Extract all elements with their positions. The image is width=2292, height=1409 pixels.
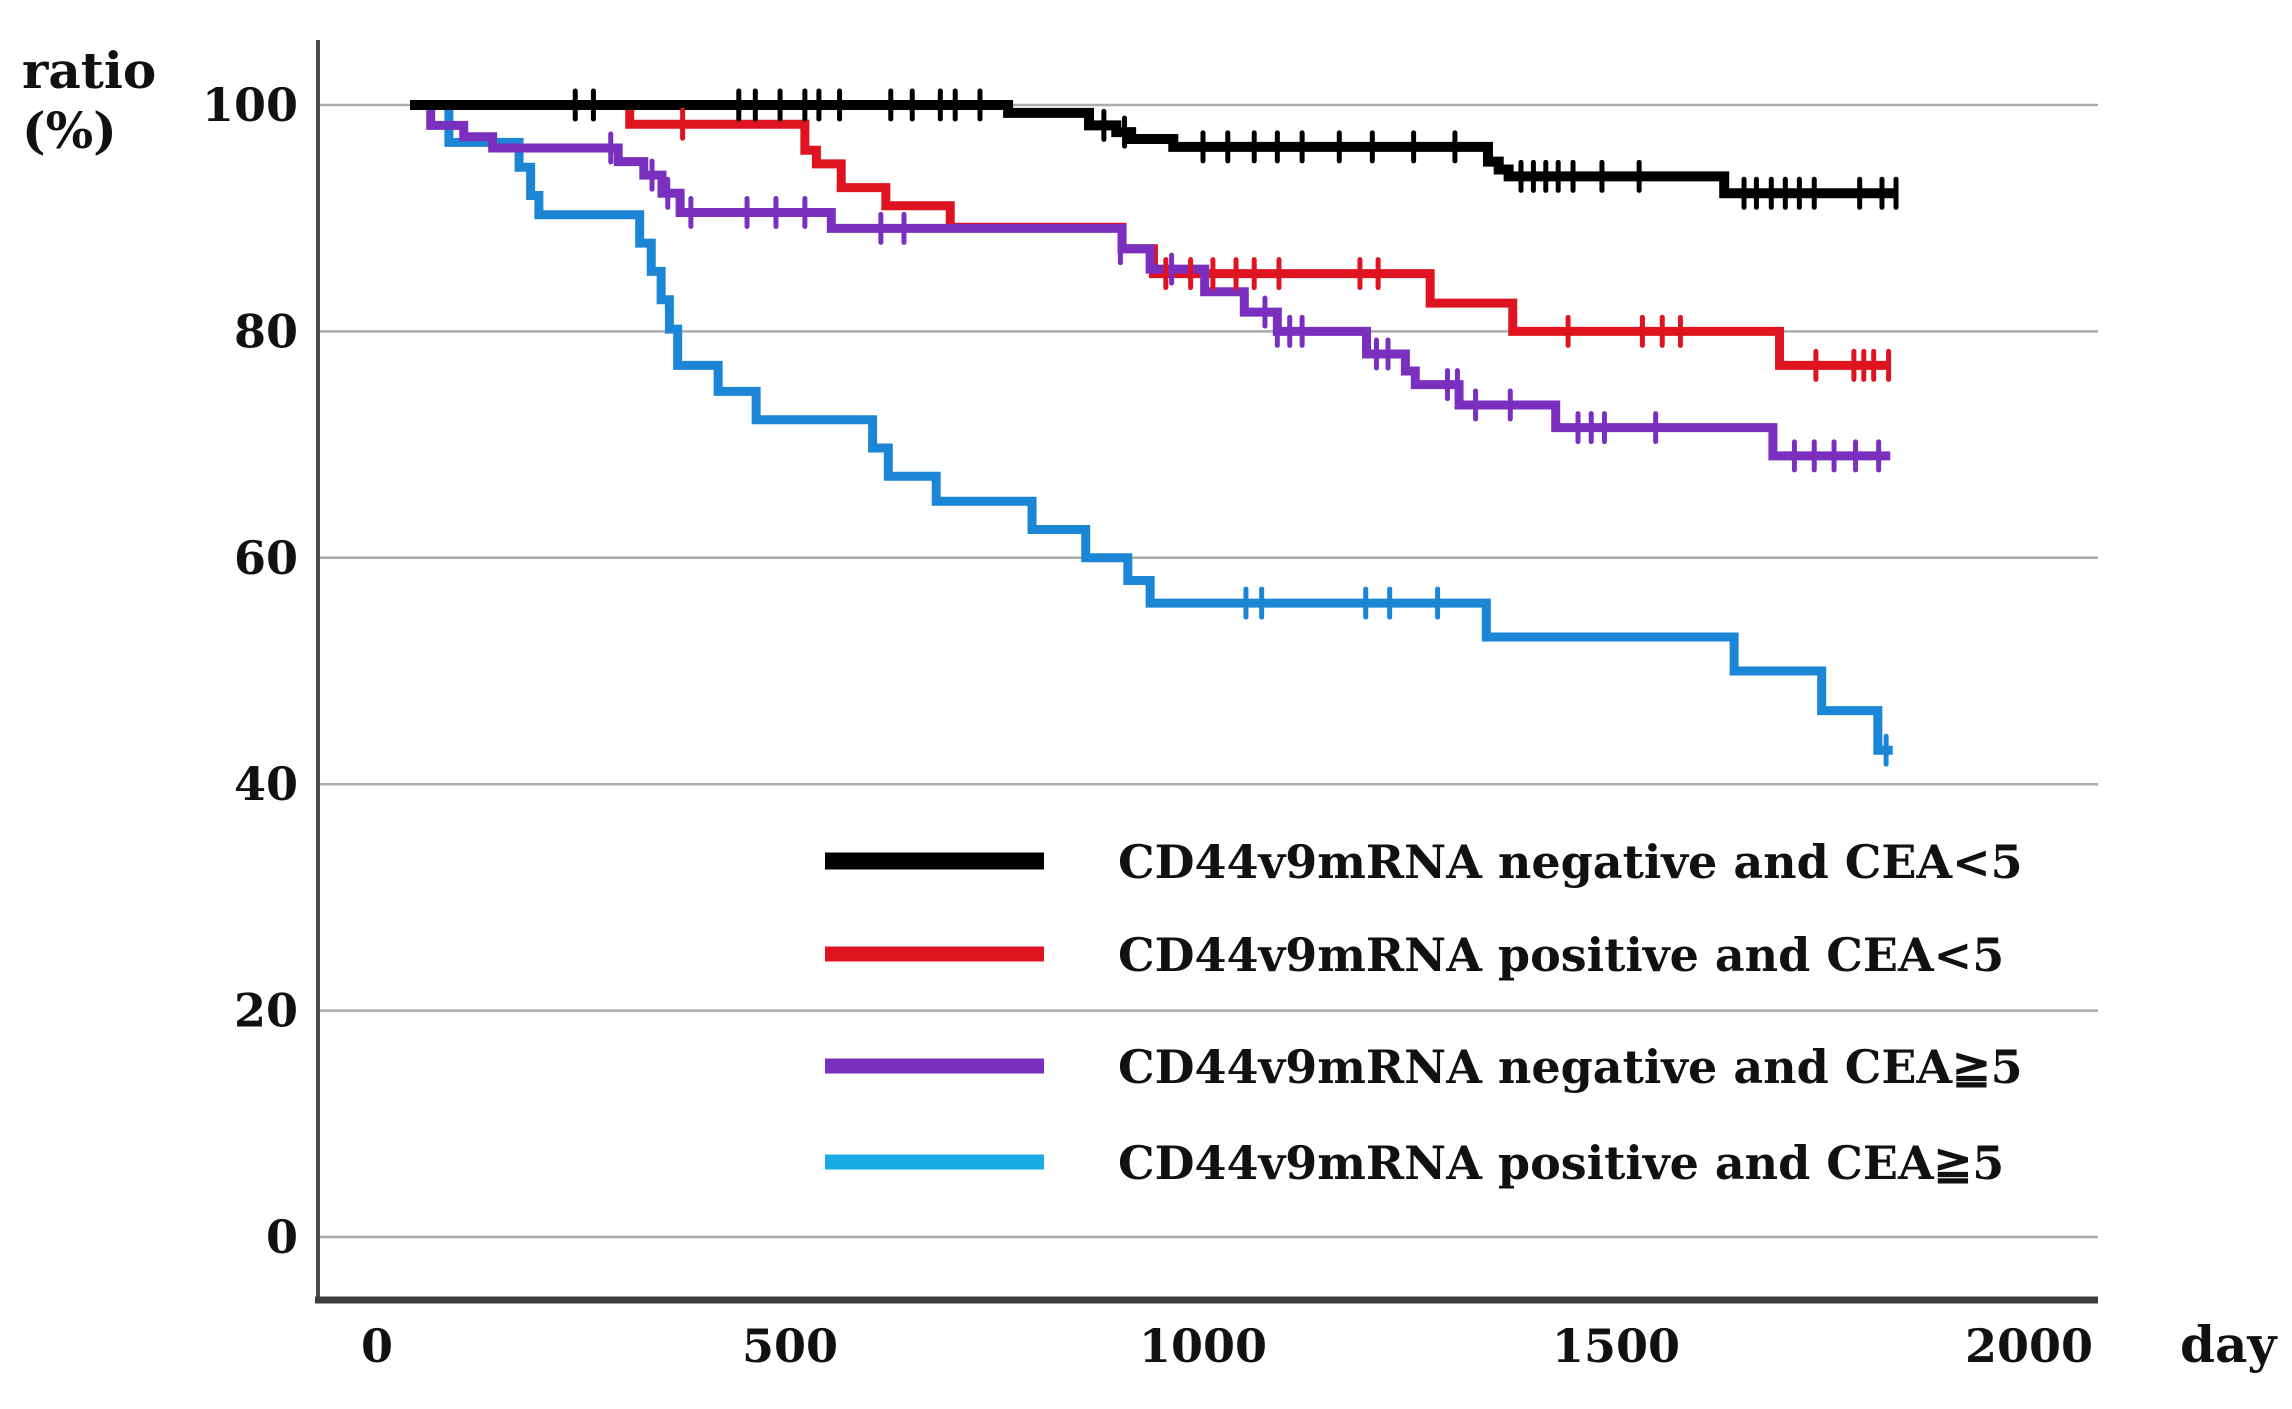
legend-label-negative-cea-ge5: CD44v9mRNA negative and CEA≧5 <box>1118 1040 2023 1094</box>
x-axis-tick-labels: 0 500 1000 1500 2000 <box>361 1319 2093 1373</box>
legend-label-positive-cea-lt5: CD44v9mRNA positive and CEA<5 <box>1118 928 2004 982</box>
legend: CD44v9mRNA negative and CEA<5 CD44v9mRNA… <box>825 835 2023 1190</box>
x-tick-label-2000: 2000 <box>1965 1319 2093 1373</box>
legend-label-negative-cea-lt5: CD44v9mRNA negative and CEA<5 <box>1118 835 2023 889</box>
y-tick-label-40: 40 <box>234 757 298 811</box>
y-tick-label-100: 100 <box>202 78 298 132</box>
y-tick-label-80: 80 <box>234 304 298 358</box>
y-tick-label-60: 60 <box>234 531 298 585</box>
survival-curves <box>410 100 1897 755</box>
censor-marks <box>572 88 1899 767</box>
survival-curve-0 <box>410 100 1897 199</box>
y-axis-title-line1: ratio <box>22 41 156 100</box>
y-tick-label-0: 0 <box>266 1210 298 1264</box>
x-axis-unit-label: day <box>2180 1315 2278 1374</box>
x-tick-label-0: 0 <box>361 1319 393 1373</box>
legend-label-positive-cea-ge5: CD44v9mRNA positive and CEA≧5 <box>1118 1136 2004 1190</box>
y-axis-tick-labels: 100 80 60 40 20 0 <box>202 78 298 1264</box>
y-axis-title-line2: (%) <box>22 101 117 160</box>
gridlines <box>320 103 2098 1239</box>
x-tick-label-1500: 1500 <box>1552 1319 1680 1373</box>
survival-curve-2 <box>410 100 1891 461</box>
x-tick-label-500: 500 <box>742 1319 838 1373</box>
survival-curve-1 <box>410 100 1891 370</box>
survival-curve-3 <box>410 100 1893 755</box>
x-tick-label-1000: 1000 <box>1139 1319 1267 1373</box>
y-tick-label-20: 20 <box>234 984 298 1038</box>
